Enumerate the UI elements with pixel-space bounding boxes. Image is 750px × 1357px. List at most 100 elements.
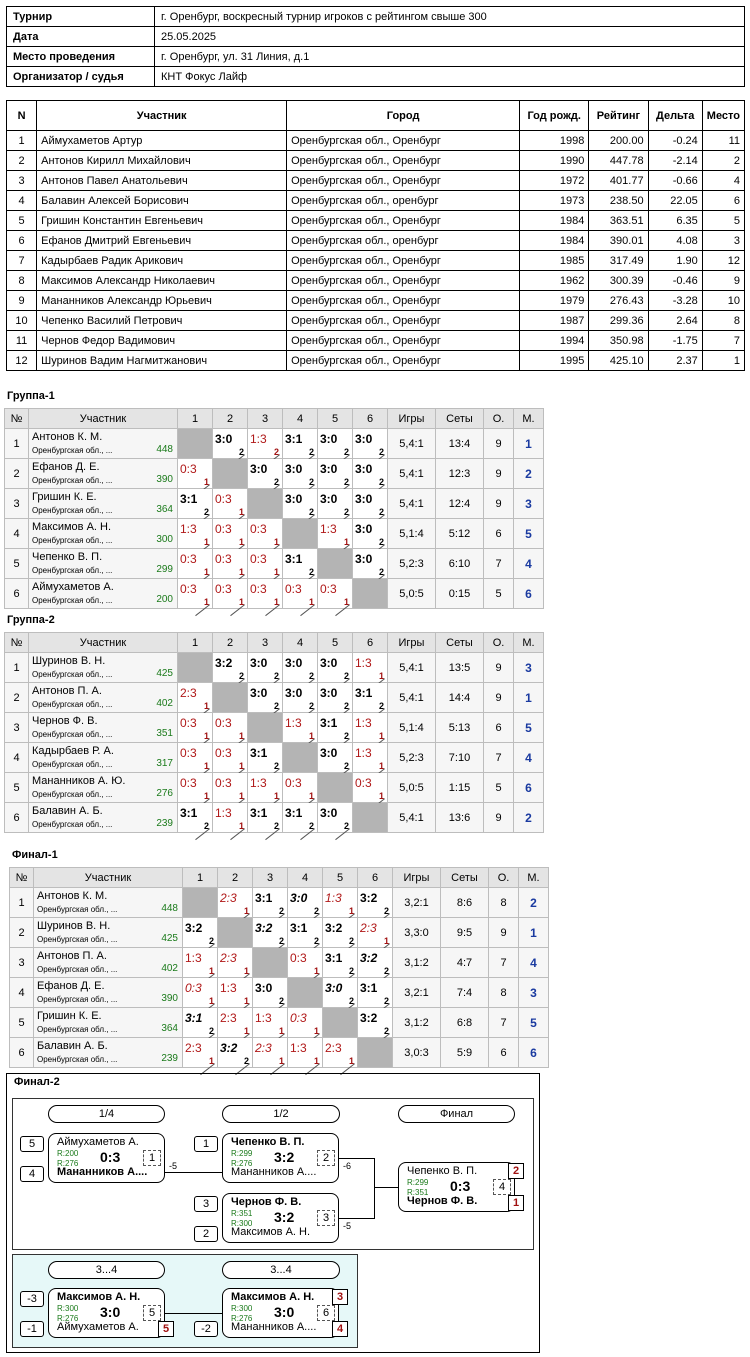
player-name: Шуринов В. Н. xyxy=(37,920,111,932)
score-cell: 3:1 2 xyxy=(177,802,213,841)
score-cell: 3:0 2 xyxy=(317,742,353,781)
match-score: 3:2 xyxy=(360,891,378,905)
match-score: 3:1 xyxy=(180,806,198,820)
group-row: 1 Антонов К. М. Оренбургская обл., ... 448 3… xyxy=(4,428,544,467)
match-points: 2 xyxy=(378,477,384,487)
match-score: 2:3 xyxy=(255,1041,272,1055)
score-cell: 1:3 1 xyxy=(282,712,318,751)
player-cell: Шуринов В. Н. Оренбургская обл., ... 425 xyxy=(28,652,178,683)
match-player-1: Аймухаметов А. xyxy=(57,1136,139,1148)
table-cell: 1990 xyxy=(519,150,590,171)
match-points: 1 xyxy=(278,1026,284,1036)
player-rating: 364 xyxy=(161,1023,178,1034)
row-number: 3 xyxy=(4,488,29,519)
score-cell: 2:3 1 xyxy=(177,682,213,721)
row-number: 4 xyxy=(4,518,29,549)
score-cell: 3:0 2 xyxy=(352,548,388,587)
group-row: 3 Чернов Ф. В. Оренбургская обл., ... 351 0:… xyxy=(4,712,544,751)
match-points: 1 xyxy=(308,731,314,741)
games-cell: 3,3:0 xyxy=(392,917,441,948)
score-cell: 3:1 2 xyxy=(287,917,323,956)
match-points: 1 xyxy=(243,996,249,1006)
match-rating-1: R:299 xyxy=(407,1178,429,1187)
table-cell: Чернов Федор Вадимович xyxy=(36,330,288,351)
games-cell: 3,1:2 xyxy=(392,947,441,978)
player-rating: 390 xyxy=(156,474,173,485)
player-rating: 317 xyxy=(156,758,173,769)
match-points: 1 xyxy=(273,567,279,577)
player-cell: Ефанов Д. Е. Оренбургская обл., ... 390 xyxy=(33,977,183,1008)
player-name: Чепенко В. П. xyxy=(32,551,103,563)
score-cell: 3:0 2 xyxy=(352,518,388,557)
diagonal-cell xyxy=(252,947,288,978)
table-cell: Оренбургская обл., оренбург xyxy=(286,190,521,211)
player-name: Чернов Ф. В. xyxy=(32,715,98,727)
match-score: 0:3 xyxy=(180,746,197,760)
player-name: Балавин А. Б. xyxy=(32,805,103,817)
score-cell: 3:1 2 xyxy=(177,488,213,527)
table-cell: Максимов Александр Николаевич xyxy=(36,270,288,291)
row-number: 6 xyxy=(9,1037,34,1068)
match-points: 2 xyxy=(243,1056,249,1066)
table-cell: 3 xyxy=(701,230,746,251)
table-cell: Оренбургская обл., Оренбург xyxy=(286,310,521,331)
table-cell: -3.28 xyxy=(647,290,703,311)
score-cell: 3:2 2 xyxy=(357,947,393,986)
player-cell: Антонов П. А. Оренбургская обл., ... 402 xyxy=(28,682,178,713)
match-score: 1:3 xyxy=(255,1011,272,1025)
table-cell: 1979 xyxy=(519,290,590,311)
diagonal-cell xyxy=(247,488,283,519)
player-region: Оренбургская обл., ... xyxy=(32,730,113,739)
place-cell: 6 xyxy=(513,578,544,609)
match-points: 2 xyxy=(378,701,384,711)
group-row: 5 Гришин К. Е. Оренбургская обл., ... 364 3:… xyxy=(9,1007,549,1046)
table-cell: Аймухаметов Артур xyxy=(36,130,288,151)
player-region: Оренбургская обл., ... xyxy=(32,446,113,455)
diagonal-cell xyxy=(177,428,213,459)
info-value: 25.05.2025 xyxy=(154,26,745,47)
score-cell: 0:3 1 xyxy=(317,578,353,617)
match-points: 1 xyxy=(273,537,279,547)
match-points: 2 xyxy=(378,447,384,457)
games-cell: 5,4:1 xyxy=(387,428,436,459)
player-cell: Антонов П. А. Оренбургская обл., ... 402 xyxy=(33,947,183,978)
final2-frame xyxy=(6,1073,540,1353)
match-points: 2 xyxy=(308,477,314,487)
table-cell: 1984 xyxy=(519,210,590,231)
score-cell: 0:3 1 xyxy=(247,548,283,587)
sets-cell: 13:5 xyxy=(435,652,484,683)
place-cell: 5 xyxy=(513,518,544,549)
table-cell: Оренбургская обл., Оренбург xyxy=(286,290,521,311)
match-score: 0:3 xyxy=(180,552,197,566)
score-cell: 3:2 2 xyxy=(322,917,358,956)
match-score: 0:3 xyxy=(180,716,197,730)
match-points: 2 xyxy=(308,671,314,681)
player-region: Оренбургская обл., ... xyxy=(37,935,118,944)
row-number: 3 xyxy=(4,712,29,743)
group-header: М. xyxy=(518,867,549,888)
player-region: Оренбургская обл., ... xyxy=(37,995,118,1004)
table-cell: 1994 xyxy=(519,330,590,351)
score-cell: 2:3 1 xyxy=(217,1007,253,1046)
score-cell: 0:3 1 xyxy=(177,458,213,497)
table-cell: Ефанов Дмитрий Евгеньевич xyxy=(36,230,288,251)
points-cell: 7 xyxy=(483,548,514,579)
score-cell: 3:0 2 xyxy=(212,428,248,467)
result-place-1: 2 xyxy=(508,1163,524,1179)
match-points: 2 xyxy=(273,701,279,711)
table-cell: 200.00 xyxy=(588,130,649,151)
match-score: 2:3 xyxy=(220,1011,237,1025)
player-region: Оренбургская обл., ... xyxy=(32,476,113,485)
match-score: 3:1 xyxy=(185,1011,203,1025)
match-points: 2 xyxy=(343,671,349,681)
info-row: Дата 25.05.2025 xyxy=(6,26,745,47)
points-cell: 9 xyxy=(483,458,514,489)
match-score: 3:0 xyxy=(285,492,303,506)
table-cell: 6 xyxy=(701,190,746,211)
match-score: 0:3 xyxy=(180,776,197,790)
match-score: 0:3 xyxy=(180,462,197,476)
match-box xyxy=(222,1288,339,1338)
score-cell: 2:3 1 xyxy=(217,947,253,986)
bracket-line xyxy=(165,1313,222,1314)
score-cell: 3:1 2 xyxy=(282,802,318,841)
